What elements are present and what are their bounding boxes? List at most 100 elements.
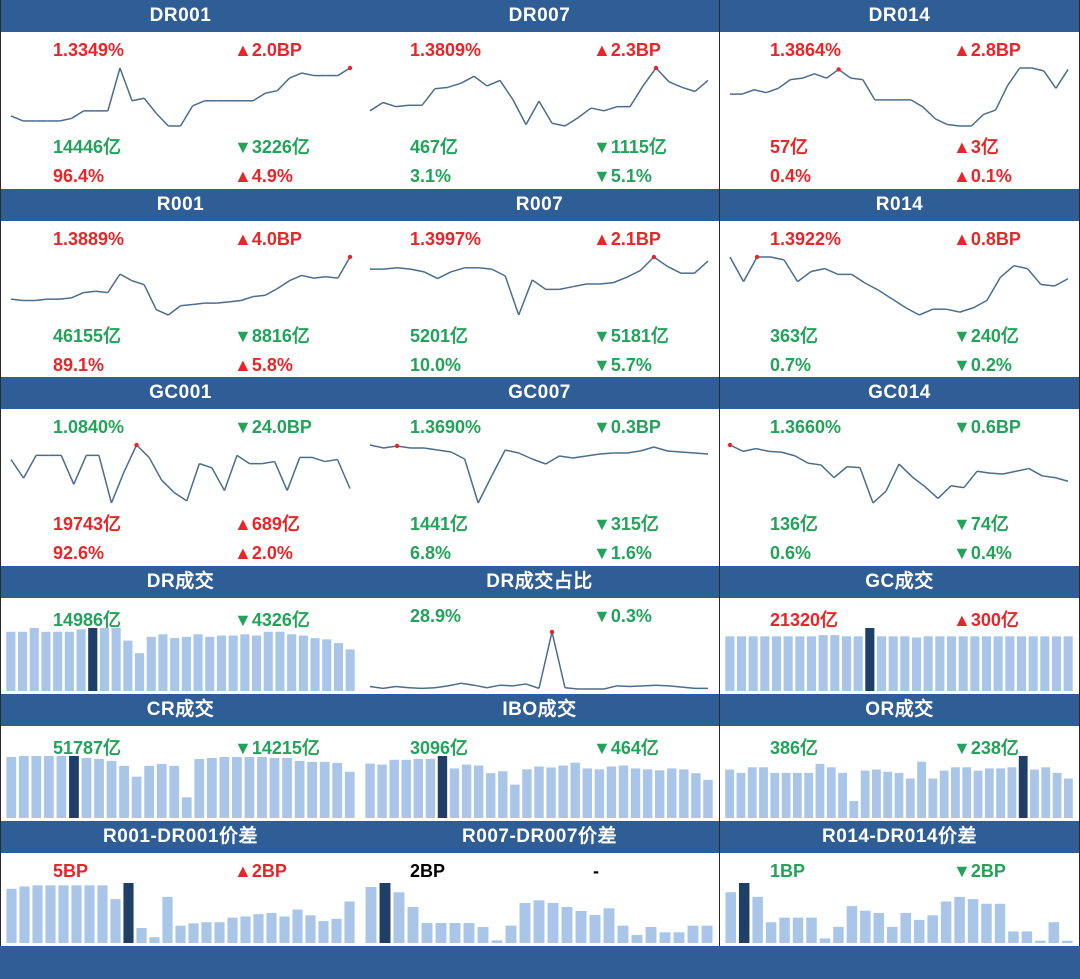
sparkline-segment (369, 101, 384, 112)
bar (645, 927, 657, 943)
bar (687, 925, 699, 943)
sparkline-segment (947, 123, 960, 127)
bar-chart (365, 756, 713, 818)
bar-chart (725, 756, 1073, 818)
share-value: 3.1% (410, 166, 452, 186)
bar (725, 636, 735, 691)
bar-highlight (437, 756, 448, 818)
bar (833, 926, 844, 943)
sparkline-segment (783, 259, 799, 283)
panel-title: IBO成交 (360, 694, 719, 726)
bar-highlight (123, 883, 134, 943)
bar (401, 759, 411, 818)
sparkline-segment (629, 85, 644, 108)
sparkline-segment (119, 67, 133, 102)
sparkline-segment (396, 267, 411, 270)
bar (269, 757, 280, 818)
bar (393, 892, 405, 943)
bar (981, 636, 992, 691)
bar (618, 765, 629, 818)
primary-change: ▼0.3% (593, 606, 652, 626)
sparkline-segment (423, 447, 438, 451)
bar (860, 770, 870, 818)
bar (594, 769, 605, 818)
bar (227, 917, 238, 943)
volume-value: 5201亿 (410, 326, 469, 346)
volume-value: 363亿 (770, 326, 819, 346)
sparkline-segment (450, 451, 465, 460)
sparkline-segment (395, 685, 410, 689)
sparkline-segment (59, 117, 72, 122)
sparkline-segment (10, 298, 24, 302)
sparkline-segment (265, 89, 278, 94)
bar (421, 923, 433, 943)
bar (149, 937, 160, 943)
bar (984, 768, 994, 818)
sparkline-segment (586, 453, 600, 457)
latest-point-marker (651, 254, 657, 260)
bar (81, 757, 92, 818)
sparkline-segment (613, 276, 628, 284)
primary-change: ▲2.1BP (593, 229, 661, 249)
sparkline-segment (626, 269, 641, 278)
bar (263, 631, 273, 691)
sparkline-segment (1015, 467, 1030, 473)
sparkline-segment (499, 684, 514, 687)
sparkline-segment (491, 449, 506, 477)
bar (32, 885, 43, 943)
primary-value: 1.3690% (410, 417, 482, 437)
panel-title: CR成交 (1, 694, 360, 726)
bar (973, 770, 983, 818)
volume-value: 467亿 (410, 137, 459, 157)
sparkline-segment (994, 85, 1009, 111)
bar (193, 634, 203, 691)
sparkline-segment (814, 73, 827, 79)
sparkline-segment (898, 463, 913, 478)
bar (232, 756, 242, 818)
sparkline-segment (742, 447, 757, 453)
share-change: ▼0.2% (953, 355, 1012, 375)
bar (911, 637, 922, 691)
sparkline-segment (668, 81, 683, 89)
panel-title: GC014 (720, 377, 1079, 409)
bar (860, 910, 871, 943)
footer-bar (0, 946, 1080, 979)
bar (206, 757, 217, 818)
sparkline-segment (755, 447, 770, 453)
sparkline-segment (512, 99, 527, 125)
bar (319, 761, 330, 818)
panel-r001-3: R001 1.3889% ▲4.0BP 46155亿 ▼8816亿 89.1% ▲5.8% (0, 189, 361, 378)
sparkline-segment (155, 309, 169, 316)
panel-dr001-0: DR001 1.3349% ▲2.0BP 14446亿 ▼3226亿 96.4% ▲4.9% (0, 0, 361, 190)
sparkline-segment (1043, 70, 1057, 89)
bar (894, 772, 904, 818)
sparkline-segment (851, 273, 866, 284)
volume-change: ▼74亿 (953, 514, 1009, 534)
share-value: 89.1% (53, 355, 105, 375)
panel-title: DR成交 (1, 566, 360, 598)
bar (752, 896, 763, 943)
bar (1028, 636, 1038, 691)
bar-chart (725, 883, 1073, 943)
sparkline-segment (518, 452, 533, 460)
primary-change: ▲2.8BP (953, 40, 1021, 60)
sparkline-segment (369, 444, 384, 449)
sparkline-segment (937, 485, 952, 500)
sparkline-segment (603, 105, 618, 112)
sparkline-segment (499, 80, 514, 101)
bar (928, 778, 938, 818)
sparkline-segment (148, 457, 163, 481)
sparkline-segment (680, 451, 695, 454)
panel-r007-dr007-16: R007-DR007价差 2BP - (360, 821, 720, 947)
bar (307, 761, 318, 818)
bar (923, 636, 933, 691)
bar (266, 913, 277, 943)
primary-change: ▼0.3BP (593, 417, 661, 437)
primary-value: 51787亿 (53, 738, 122, 758)
bar (1051, 636, 1062, 691)
sparkline-segment (396, 445, 411, 449)
bar (993, 636, 1003, 691)
bar (1048, 922, 1060, 943)
bar (883, 771, 893, 818)
bar (275, 631, 285, 691)
